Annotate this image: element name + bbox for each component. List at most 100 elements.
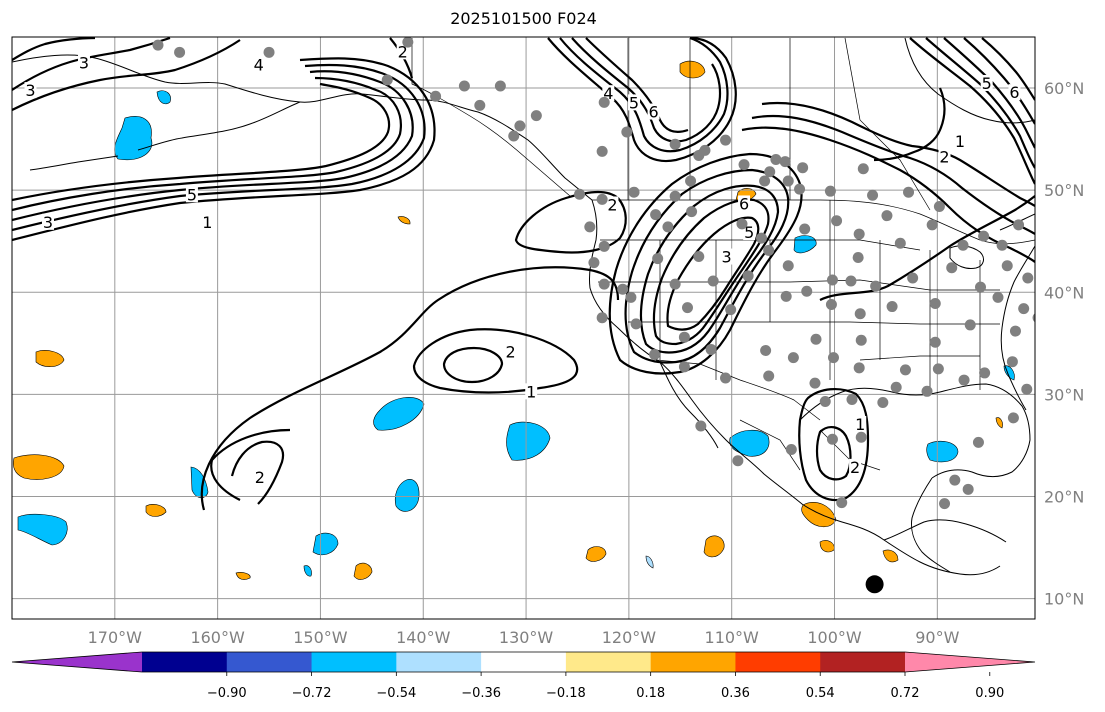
colorbar-segment xyxy=(565,652,652,672)
highlight-marker xyxy=(865,575,884,594)
lat-label: 20°N xyxy=(1044,487,1084,506)
contour-label-bg xyxy=(201,213,214,230)
contour-label: 1 xyxy=(955,132,965,151)
station-dot xyxy=(621,126,633,138)
contour-line xyxy=(442,346,504,384)
station-dot xyxy=(736,218,748,230)
us-state-border-row-3 xyxy=(628,321,1000,325)
colorbar-tick-label: −0.18 xyxy=(546,686,586,701)
colorbar-segment xyxy=(142,652,228,672)
station-dot xyxy=(458,80,470,92)
station-dot xyxy=(1001,260,1013,272)
positive-anomaly-region xyxy=(995,417,1003,429)
station-dot xyxy=(742,270,754,282)
station-dot xyxy=(430,90,442,102)
lat-label: 50°N xyxy=(1044,181,1084,200)
aleutian-islands xyxy=(29,155,119,171)
colorbar-tick-label: 0.54 xyxy=(806,686,835,701)
station-dot xyxy=(846,393,858,405)
colorbar-tick-label: 0.36 xyxy=(721,686,750,701)
lat-label: 30°N xyxy=(1044,385,1084,404)
contour-line xyxy=(741,126,1035,263)
station-dot xyxy=(630,318,642,330)
station-dot xyxy=(681,302,693,314)
negative-anomaly-region xyxy=(156,90,171,105)
station-dot xyxy=(584,221,596,233)
contour-label: 2 xyxy=(850,458,860,477)
station-dot xyxy=(831,215,843,227)
station-dot xyxy=(707,275,719,287)
contour-label-bg xyxy=(743,224,756,241)
station-dot xyxy=(402,37,414,48)
negative-anomaly-region xyxy=(394,479,420,512)
us-mexico-border xyxy=(655,359,821,421)
lat-label: 60°N xyxy=(1044,79,1084,98)
station-dot xyxy=(596,193,608,205)
contour-label-bg xyxy=(938,148,951,165)
station-dot xyxy=(474,99,486,111)
colorbar-extend-min xyxy=(12,652,142,672)
station-dot xyxy=(958,374,970,386)
station-dot xyxy=(782,175,794,187)
station-dot xyxy=(770,154,782,166)
atlantic-coast xyxy=(1000,245,1035,411)
station-dot xyxy=(972,436,984,448)
station-dot xyxy=(669,190,681,202)
station-dot xyxy=(720,134,732,146)
contour-line xyxy=(624,168,790,364)
contour-label: 5 xyxy=(744,223,754,242)
contour-line xyxy=(909,37,1035,185)
negative-anomaly-region xyxy=(373,397,425,431)
contour-label-bg xyxy=(738,195,751,212)
station-dot xyxy=(809,377,821,389)
station-dot xyxy=(921,385,933,397)
station-dot xyxy=(598,278,610,290)
contour-label-bg xyxy=(854,416,867,432)
longitude-labels: 170°W 160°W 150°W 140°W 130°W 120°W 110°W 100°W… xyxy=(88,628,960,647)
station-dot xyxy=(855,334,867,346)
contour-label: 3 xyxy=(25,81,35,100)
station-dot xyxy=(907,272,919,284)
station-dot xyxy=(929,297,941,309)
highlight-dot xyxy=(865,575,884,594)
station-dot xyxy=(827,352,839,364)
contour-line xyxy=(210,428,291,501)
station-dot xyxy=(759,175,771,187)
contour-label: 6 xyxy=(1009,83,1019,102)
colorbar-tick-label: 0.72 xyxy=(891,686,920,701)
anomaly-shading xyxy=(13,60,1015,580)
station-dot xyxy=(738,159,750,171)
station-dot xyxy=(780,290,792,302)
station-dot xyxy=(617,283,629,295)
station-dot xyxy=(1007,412,1019,424)
contour-line xyxy=(963,37,1035,125)
contour-label: 6 xyxy=(739,194,749,213)
alaska-coast xyxy=(12,54,593,201)
colorbar-tick-label: 0.18 xyxy=(636,686,665,701)
station-dot xyxy=(877,397,889,409)
station-dot xyxy=(782,260,794,272)
contour-label: 5 xyxy=(629,93,639,112)
contour-line xyxy=(12,37,96,61)
contour-label: 5 xyxy=(187,185,197,204)
contour-label-bg xyxy=(77,54,90,71)
contour-line xyxy=(514,190,627,254)
colorbar-extend-max xyxy=(905,652,1035,672)
station-dot xyxy=(381,74,393,86)
colorbar-tick-label: −0.54 xyxy=(376,686,416,701)
colorbar-segment xyxy=(735,652,821,672)
contour-label-bg xyxy=(1008,84,1021,101)
station-dot xyxy=(903,186,915,198)
contour-label-bg xyxy=(504,343,517,360)
negative-anomaly-region xyxy=(190,466,209,499)
coastlines xyxy=(12,37,1035,576)
canada-province-border-4 xyxy=(844,37,931,211)
map-title: 2025101500 F024 xyxy=(450,9,597,28)
station-dot xyxy=(819,396,831,408)
contour-label: 3 xyxy=(43,213,53,232)
station-dot xyxy=(975,281,987,293)
station-dot xyxy=(598,96,610,108)
lat-label: 40°N xyxy=(1044,283,1084,302)
